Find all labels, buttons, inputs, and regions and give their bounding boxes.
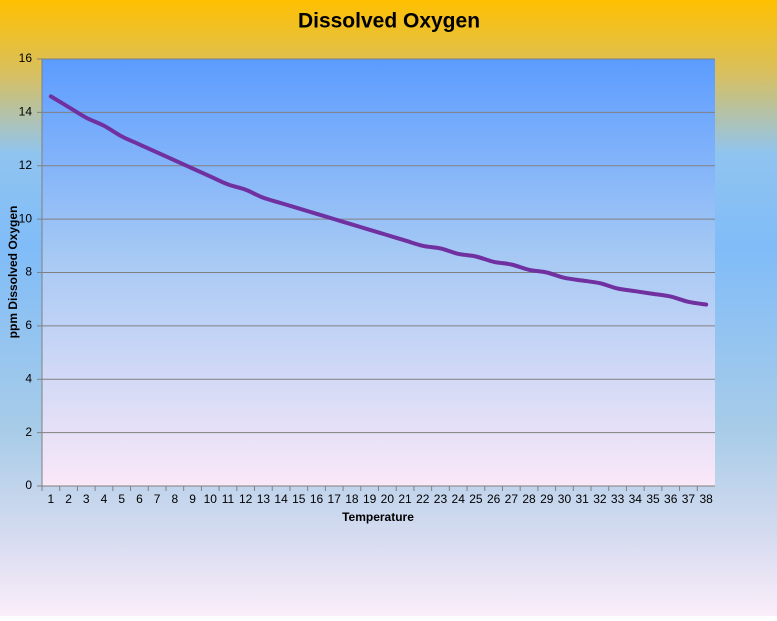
x-tick-label: 6 [136,492,143,506]
data-line [48,94,709,307]
x-tick-label: 11 [222,492,235,506]
x-tick-label: 25 [469,492,483,506]
y-tick-label: 6 [25,318,32,332]
x-tick-label: 1 [48,492,55,506]
x-tick-label: 36 [664,492,678,506]
chart-title: Dissolved Oxygen [298,10,480,33]
x-tick-label: 7 [154,492,161,506]
y-tick-label: 12 [19,158,33,172]
x-tick-label: 18 [345,492,359,506]
x-tick-label: 22 [416,492,430,506]
x-tick-label: 23 [434,492,448,506]
x-tick-label: 38 [699,492,713,506]
x-tick-label: 29 [540,492,554,506]
x-tick-label: 27 [505,492,519,506]
x-tick-label: 33 [611,492,625,506]
x-tick-label: 15 [292,492,306,506]
y-tick-label: 0 [25,478,32,492]
x-tick-label: 19 [363,492,377,506]
x-tick-label: 28 [522,492,536,506]
x-tick-label: 20 [381,492,395,506]
x-tick-label: 8 [171,492,178,506]
x-tick-label: 3 [83,492,90,506]
x-tick-label: 10 [204,492,218,506]
x-tick-label: 14 [274,492,288,506]
x-tick-label: 31 [575,492,589,506]
y-tick-label: 8 [25,265,32,279]
x-tick-label: 2 [65,492,72,506]
x-tick-label: 34 [629,492,643,506]
x-tick-label: 16 [310,492,324,506]
x-tick-label: 32 [593,492,607,506]
x-axis-label: Temperature [342,510,414,524]
x-tick-label: 30 [558,492,572,506]
y-tick-label: 14 [19,105,33,119]
x-tick-label: 21 [398,492,412,506]
y-tick-label: 2 [25,425,32,439]
x-tick-label: 5 [118,492,125,506]
y-tick-label: 10 [19,211,33,225]
x-tick-label: 12 [239,492,253,506]
x-tick-label: 37 [682,492,696,506]
y-tick-label: 4 [25,371,32,385]
y-tick-label: 16 [19,51,33,65]
x-tick-label: 17 [328,492,342,506]
x-tick-label: 24 [452,492,466,506]
y-axis-label: ppm Dissolved Oxygen [6,206,20,339]
x-tick-label: 9 [189,492,196,506]
x-tick-label: 4 [101,492,108,506]
x-tick-label: 13 [257,492,271,506]
x-tick-label: 35 [646,492,660,506]
x-tick-label: 26 [487,492,501,506]
